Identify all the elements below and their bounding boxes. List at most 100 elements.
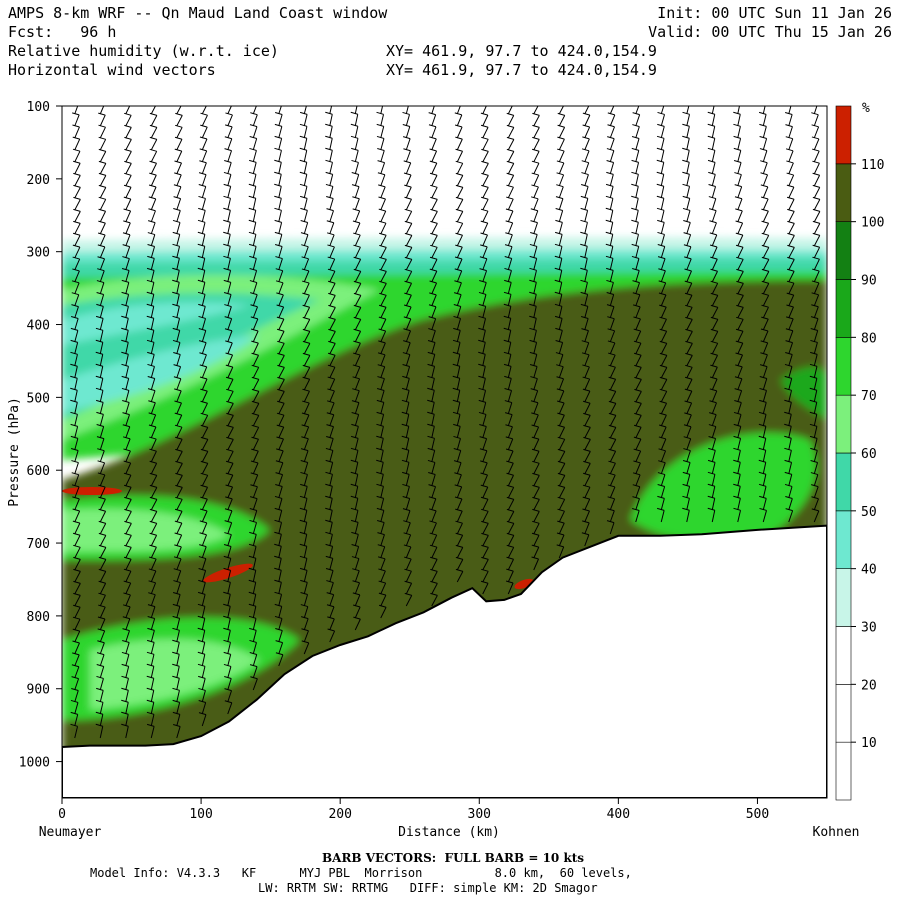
wind-barb-shaft bbox=[125, 270, 130, 283]
wind-barb-shaft bbox=[558, 162, 565, 175]
wind-barb-flag bbox=[657, 123, 665, 127]
wind-barb-flag bbox=[735, 244, 744, 248]
wind-barb-flag bbox=[657, 484, 665, 487]
wind-barb-flag bbox=[98, 124, 106, 128]
wind-barb-shaft bbox=[788, 162, 794, 175]
wind-barb-flag bbox=[172, 675, 180, 679]
wind-barb-flag bbox=[453, 292, 462, 296]
wind-barb-shaft bbox=[737, 307, 744, 319]
wind-barb-flag bbox=[787, 256, 795, 260]
wind-barb-flag bbox=[503, 303, 511, 307]
wind-barb-flag bbox=[404, 268, 412, 272]
wind-barb-shaft bbox=[227, 415, 234, 427]
wind-barb-flag bbox=[530, 232, 538, 235]
wind-barb-flag bbox=[200, 448, 209, 452]
wind-barb-flag bbox=[733, 159, 742, 163]
wind-barb-flag bbox=[198, 184, 206, 188]
wind-barb-flag bbox=[685, 316, 693, 320]
wind-barb-shaft bbox=[354, 126, 359, 139]
wind-barb-shaft bbox=[227, 138, 233, 151]
wind-barb-flag bbox=[70, 339, 78, 343]
wind-barb-shaft bbox=[635, 486, 641, 499]
wind-barb-flag bbox=[248, 231, 257, 235]
wind-barb-flag bbox=[353, 256, 361, 260]
wind-barb-flag bbox=[430, 196, 438, 200]
wind-barb-shaft bbox=[201, 318, 206, 331]
wind-barb-flag bbox=[174, 544, 182, 548]
wind-barb-flag bbox=[121, 303, 129, 307]
wind-barb-shaft bbox=[558, 510, 565, 523]
wind-barb-shaft bbox=[813, 235, 821, 247]
wind-barb-shaft bbox=[431, 282, 438, 295]
wind-barb-flag bbox=[299, 543, 307, 547]
rh-dry-core-2 bbox=[62, 302, 250, 345]
wind-barb-shaft bbox=[176, 354, 181, 367]
wind-barb-shaft bbox=[99, 726, 104, 739]
wind-barb-shaft bbox=[635, 106, 640, 115]
wind-barb-flag bbox=[454, 256, 463, 260]
wind-barb-flag bbox=[632, 292, 640, 296]
wind-barb-shaft bbox=[762, 259, 770, 271]
wind-barb-flag bbox=[275, 640, 283, 644]
wind-barb-shaft bbox=[252, 594, 257, 607]
wind-barb-flag bbox=[97, 256, 105, 260]
wind-barb-shaft bbox=[201, 582, 206, 595]
wind-barb-flag bbox=[557, 412, 565, 416]
wind-barb-shaft bbox=[686, 462, 691, 475]
wind-barb-shaft bbox=[635, 379, 642, 391]
wind-barb-flag bbox=[707, 147, 716, 151]
wind-barb-shaft bbox=[354, 390, 360, 403]
wind-barb-flag bbox=[199, 148, 207, 152]
wind-barb-flag bbox=[633, 316, 641, 320]
wind-barb-flag bbox=[631, 207, 639, 211]
wind-barb-flag bbox=[429, 148, 437, 152]
wind-barb-flag bbox=[430, 220, 438, 224]
wind-barb-shaft bbox=[813, 462, 819, 475]
wind-barb-flag bbox=[173, 580, 181, 584]
wind-barb-flag bbox=[455, 532, 463, 536]
wind-barb-flag bbox=[325, 567, 334, 571]
wind-barb-flag bbox=[377, 544, 385, 548]
colorbar-label: 40 bbox=[861, 563, 877, 578]
wind-barb-flag bbox=[351, 531, 359, 535]
wind-barb-shaft bbox=[74, 106, 79, 115]
wind-barb-shaft bbox=[227, 522, 233, 535]
wind-barb-flag bbox=[733, 111, 741, 115]
wind-barb-shaft bbox=[252, 106, 257, 115]
wind-barb-flag bbox=[223, 255, 231, 259]
wind-barb-flag bbox=[147, 351, 155, 355]
wind-barb-flag bbox=[353, 340, 361, 344]
wind-barbs bbox=[70, 106, 821, 739]
wind-barb-shaft bbox=[456, 510, 463, 523]
wind-barb-shaft bbox=[711, 438, 717, 451]
wind-barb-flag bbox=[811, 484, 819, 488]
wind-barb-flag bbox=[172, 615, 180, 619]
wind-barb-flag bbox=[760, 196, 769, 200]
wind-barb-shaft bbox=[686, 162, 690, 175]
wind-barb-shaft bbox=[125, 618, 131, 631]
wind-barb-flag bbox=[582, 508, 590, 512]
wind-barb-flag bbox=[200, 388, 208, 392]
wind-barb-flag bbox=[72, 520, 81, 524]
wind-barb-shaft bbox=[201, 390, 208, 403]
wind-barb-flag bbox=[146, 303, 154, 307]
wind-barb-flag bbox=[198, 328, 206, 332]
wind-barb-flag bbox=[606, 159, 614, 163]
wind-barb-flag bbox=[326, 232, 335, 236]
wind-barb-flag bbox=[198, 195, 206, 199]
wind-barb-shaft bbox=[354, 319, 362, 331]
wind-barb-flag bbox=[274, 183, 282, 187]
wind-barb-shaft bbox=[329, 210, 334, 223]
wind-barb-shaft bbox=[456, 270, 463, 283]
wind-barb-shaft bbox=[278, 234, 283, 247]
wind-barb-flag bbox=[658, 460, 666, 464]
wind-barb-flag bbox=[122, 436, 131, 440]
wind-barb-shaft bbox=[278, 403, 285, 415]
wind-barb-flag bbox=[351, 435, 359, 439]
wind-barb-shaft bbox=[635, 510, 640, 523]
wind-barb-shaft bbox=[252, 330, 259, 343]
wind-barb-flag bbox=[404, 196, 412, 200]
wind-barb-shaft bbox=[456, 175, 464, 187]
wind-barb-flag bbox=[376, 459, 384, 463]
